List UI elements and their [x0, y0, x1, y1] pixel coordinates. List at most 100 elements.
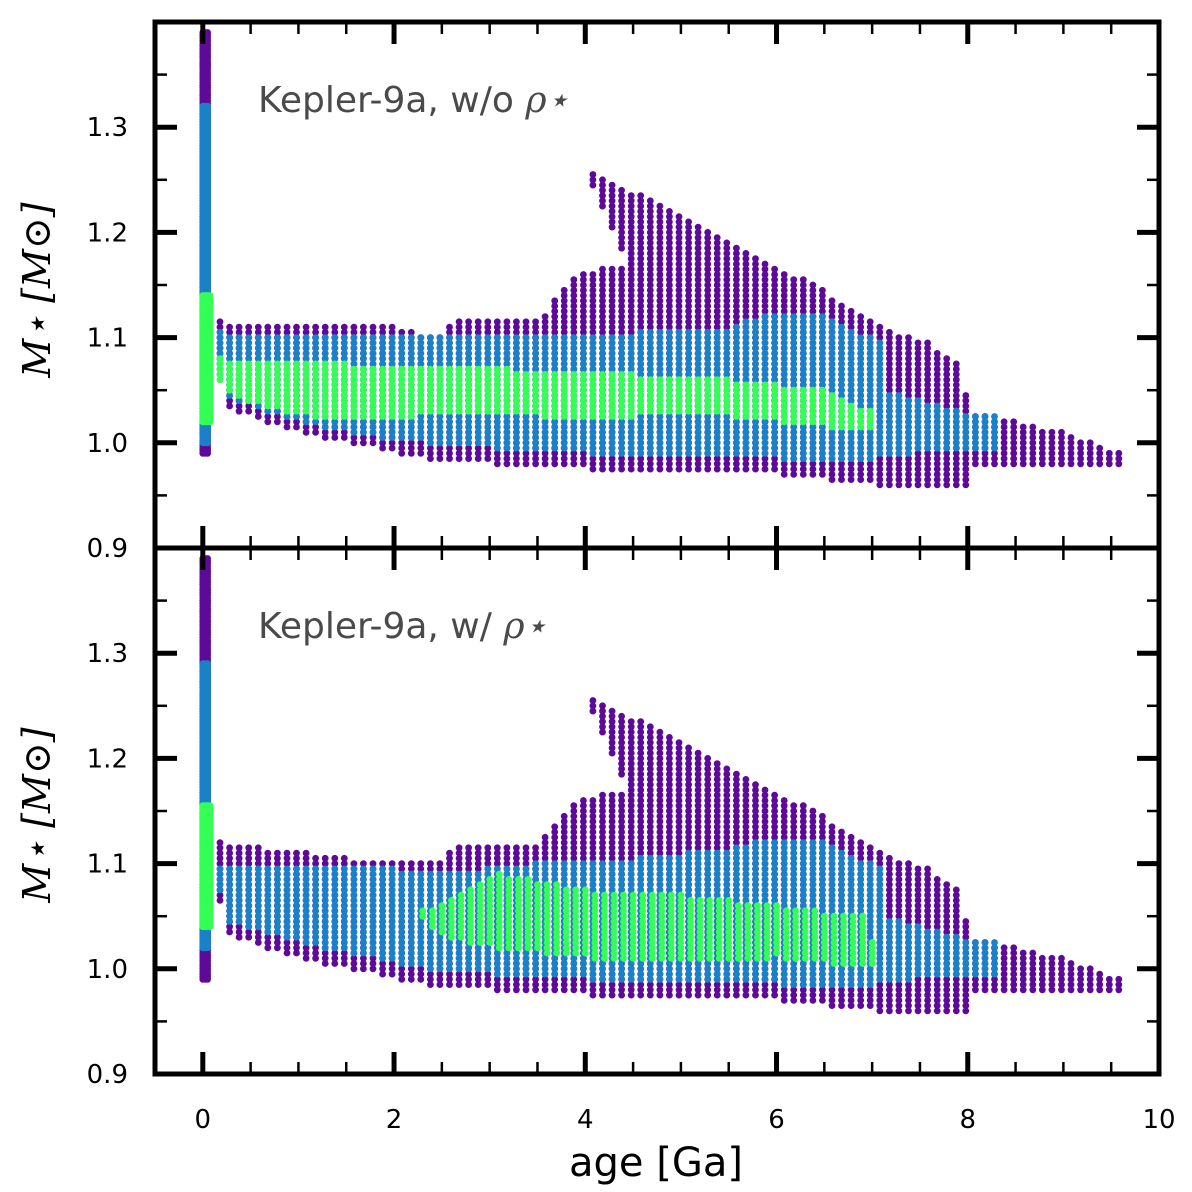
scatter-point	[618, 323, 625, 331]
scatter-point	[685, 455, 692, 462]
scatter-point	[637, 444, 645, 452]
scatter-point	[398, 355, 406, 362]
scatter-point	[780, 371, 788, 378]
scatter-point	[283, 413, 291, 420]
scatter-point	[704, 297, 712, 305]
scatter-point	[226, 397, 234, 405]
scatter-point	[866, 350, 874, 357]
scatter-point	[627, 350, 635, 357]
scatter-point	[761, 302, 769, 310]
scatter-point	[752, 297, 759, 305]
scatter-point	[952, 365, 960, 373]
scatter-point	[551, 339, 559, 347]
scatter-point	[1048, 439, 1056, 447]
scatter-point	[398, 418, 406, 426]
scatter-point	[914, 376, 922, 384]
scatter-point	[704, 465, 712, 473]
scatter-point	[819, 339, 826, 347]
scatter-point	[1067, 449, 1075, 457]
scatter-point	[886, 392, 893, 399]
scatter-point	[838, 313, 845, 320]
scatter-point	[694, 360, 702, 368]
scatter-point	[943, 418, 951, 426]
scatter-point	[398, 339, 406, 347]
scatter-point	[570, 365, 578, 373]
scatter-point	[503, 328, 511, 336]
scatter-point	[254, 323, 262, 331]
scatter-point	[799, 318, 807, 326]
scatter-point	[723, 455, 731, 462]
scatter-point	[551, 455, 559, 462]
scatter-point	[685, 413, 692, 420]
scatter-point	[417, 360, 425, 368]
scatter-point	[742, 292, 750, 299]
scatter-point	[952, 376, 960, 384]
scatter-point	[618, 418, 625, 426]
scatter-point	[675, 339, 683, 347]
scatter-point	[1086, 444, 1094, 452]
scatter-point	[637, 250, 645, 257]
scatter-point	[446, 328, 453, 336]
scatter-point	[254, 339, 262, 347]
scatter-point	[293, 418, 300, 426]
scatter-point	[541, 334, 549, 341]
scatter-point	[589, 444, 597, 452]
scatter-point	[761, 339, 769, 347]
scatter-point	[819, 423, 826, 431]
scatter-point	[580, 434, 587, 441]
scatter-point	[685, 334, 692, 341]
scatter-point	[580, 339, 587, 347]
scatter-point	[1019, 439, 1027, 447]
scatter-point	[245, 355, 253, 362]
scatter-point	[838, 434, 845, 441]
scatter-point	[981, 449, 989, 457]
scatter-point	[943, 449, 951, 457]
scatter-point	[895, 397, 903, 405]
scatter-point	[1096, 460, 1104, 468]
scatter-point	[560, 286, 568, 294]
scatter-point	[388, 423, 396, 431]
scatter-point	[694, 371, 702, 378]
scatter-point	[780, 292, 788, 299]
scatter-point	[761, 365, 769, 373]
scatter-point	[666, 334, 673, 341]
scatter-point	[742, 286, 750, 294]
scatter-point	[599, 202, 606, 210]
scatter-point	[790, 350, 798, 357]
scatter-point	[532, 339, 539, 347]
scatter-point	[876, 449, 884, 457]
scatter-point	[847, 392, 855, 399]
scatter-point	[340, 355, 348, 362]
scatter-point	[962, 428, 970, 436]
scatter-point	[618, 449, 625, 457]
scatter-point	[675, 434, 683, 441]
scatter-point	[838, 307, 845, 315]
scatter-point	[608, 350, 616, 357]
scatter-point	[943, 455, 951, 462]
scatter-point	[656, 250, 664, 257]
scatter-point	[627, 276, 635, 284]
scatter-point	[656, 444, 664, 452]
scatter-point	[522, 323, 530, 331]
scatter-point	[627, 344, 635, 352]
scatter-point	[589, 323, 597, 331]
scatter-point	[713, 339, 721, 347]
scatter-point	[560, 449, 568, 457]
scatter-point	[589, 281, 597, 289]
scatter-point	[685, 239, 692, 247]
scatter-point	[570, 339, 578, 347]
scatter-point	[455, 439, 463, 447]
scatter-point	[952, 371, 960, 378]
scatter-point	[847, 344, 855, 352]
scatter-point	[1105, 449, 1113, 457]
scatter-point	[589, 460, 597, 468]
scatter-point	[828, 449, 836, 457]
scatter-point	[580, 439, 587, 447]
scatter-point	[1019, 444, 1027, 452]
scatter-point	[780, 460, 788, 468]
scatter-point	[675, 286, 683, 294]
scatter-point	[685, 449, 692, 457]
scatter-point	[417, 334, 425, 341]
scatter-point	[952, 381, 960, 389]
